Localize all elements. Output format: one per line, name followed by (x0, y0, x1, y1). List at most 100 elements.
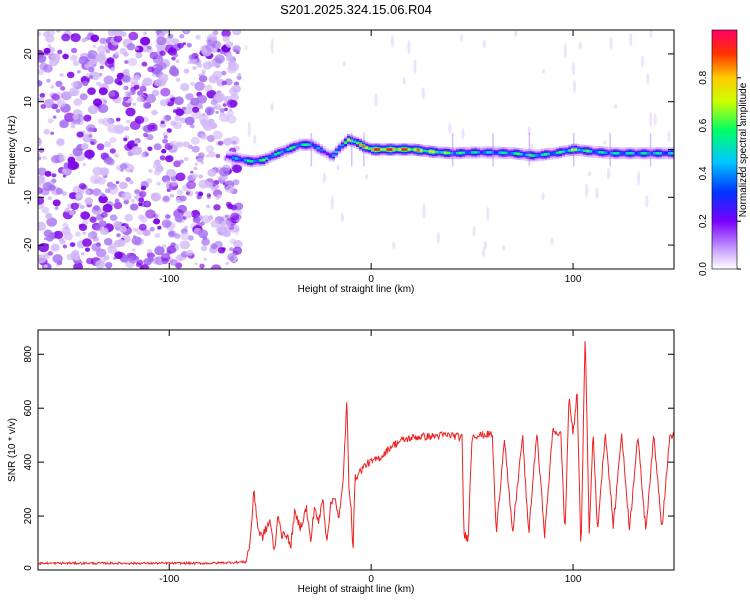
ridge-core (601, 151, 605, 154)
noise-speckle (183, 68, 190, 74)
noise-speckle (253, 134, 257, 145)
ridge-core (516, 152, 520, 156)
noise-speckle (192, 106, 200, 113)
noise-speckle (187, 60, 192, 65)
noise-speckle (114, 198, 120, 203)
noise-speckle (175, 108, 184, 117)
noise-speckle (47, 196, 53, 201)
noise-speckle (97, 45, 107, 54)
ridge-core (558, 150, 563, 154)
noise-speckle (177, 42, 184, 49)
ridge-core (598, 150, 602, 154)
ridge-core (622, 152, 626, 155)
snr-panel: -100 0 100 0 200 400 600 800 Height of straight… (7, 329, 675, 595)
noise-speckle (146, 134, 154, 141)
ridge-core (452, 152, 457, 155)
noise-speckle (124, 60, 129, 64)
noise-speckle (225, 41, 234, 48)
ridge-core (619, 152, 623, 155)
noise-speckle (607, 167, 611, 180)
noise-speckle (214, 54, 225, 64)
ridge-streak (351, 132, 353, 167)
ridge-core (613, 152, 617, 155)
x-tick-label: -100 (159, 274, 179, 285)
noise-speckle (166, 245, 177, 254)
snr-ylabel: SNR (10 * v/v) (7, 418, 18, 482)
noise-speckle (645, 194, 649, 208)
noise-speckle (43, 229, 53, 238)
ridge-core (477, 151, 481, 154)
noise-speckle (88, 66, 95, 73)
ridge-core (483, 151, 487, 154)
noise-speckle (50, 53, 61, 62)
noise-speckle (89, 216, 97, 223)
noise-speckle (154, 233, 161, 238)
ridge-core (365, 146, 369, 149)
ridge-core (607, 151, 611, 155)
noise-speckle (203, 257, 207, 261)
noise-speckle (183, 30, 189, 33)
noise-speckle (51, 173, 57, 178)
ridge-core (243, 159, 248, 162)
ridge-core (434, 150, 438, 154)
noise-speckle (169, 193, 175, 198)
ridge-core (610, 151, 614, 155)
noise-speckle (55, 30, 61, 33)
noise-speckle (47, 44, 52, 48)
noise-speckle (170, 69, 180, 77)
ridge-core (346, 138, 351, 142)
noise-speckle (220, 219, 232, 230)
noise-speckle (85, 247, 90, 252)
noise-speckle (113, 201, 123, 210)
ridge-core (237, 157, 242, 161)
noise-speckle (165, 214, 171, 220)
noise-speckle (38, 182, 42, 188)
noise-speckle (145, 153, 149, 157)
ridge-core (519, 152, 523, 156)
spectrogram-ylabel: Frequency (Hz) (7, 116, 18, 185)
noise-speckle (134, 189, 140, 195)
ridge-core (398, 148, 402, 151)
noise-speckle (190, 136, 200, 145)
noise-speckle (156, 36, 167, 46)
ridge-streak (310, 132, 313, 167)
noise-speckle (198, 174, 204, 179)
ridge-core (359, 143, 363, 146)
noise-speckle (171, 56, 176, 61)
noise-speckle (134, 140, 139, 144)
noise-speckle (69, 192, 78, 200)
ridge-core (371, 148, 375, 151)
noise-speckle (207, 60, 216, 68)
noise-speckle (120, 168, 124, 172)
noise-speckle (170, 65, 177, 71)
noise-speckle (98, 195, 108, 204)
noise-speckle (229, 99, 238, 108)
noise-speckle (188, 54, 195, 60)
noise-speckle (198, 229, 209, 239)
noise-speckle (123, 52, 129, 57)
noise-speckle (114, 124, 125, 134)
noise-speckle (129, 203, 139, 211)
noise-speckle (223, 137, 233, 146)
ridge-core (474, 151, 478, 154)
noise-speckle (39, 62, 48, 71)
noise-speckle (204, 106, 215, 116)
noise-speckle (134, 195, 138, 199)
ridge-core (449, 151, 454, 155)
noise-speckle (160, 87, 171, 97)
ridge-core (259, 159, 263, 162)
ridge-core (577, 148, 581, 152)
noise-speckle (132, 227, 138, 232)
noise-speckle (563, 43, 567, 59)
noise-speckle (126, 43, 136, 51)
ridge-core (462, 151, 466, 155)
noise-speckle (222, 35, 230, 42)
noise-speckle (38, 242, 49, 253)
noise-speckle (205, 154, 210, 158)
noise-speckle (145, 94, 156, 104)
ridge-core (465, 151, 469, 154)
noise-speckle (190, 124, 195, 129)
noise-speckle (115, 180, 120, 185)
ridge-core (555, 151, 560, 155)
